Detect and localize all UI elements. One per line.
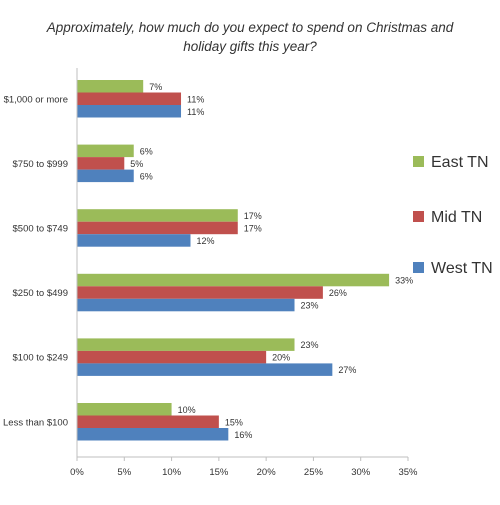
bar-value-label: 6% <box>140 146 153 156</box>
bar <box>77 273 390 287</box>
labels-layer: 7% 11% 11% 6% 5% 6% 17% 17% 12% 33% 26% 23% 23% 20% 27… <box>130 82 413 440</box>
bar <box>77 169 134 183</box>
bar-value-label: 20% <box>272 353 290 363</box>
x-tick-label: 20% <box>257 467 277 478</box>
bar <box>77 403 172 416</box>
legend-swatch <box>413 262 424 273</box>
x-tick-label: 0% <box>70 467 84 478</box>
x-tick-label: 5% <box>117 467 131 478</box>
x-tick-label: 25% <box>304 467 324 478</box>
legend-swatch <box>413 156 424 167</box>
bar-value-label: 11% <box>187 94 204 104</box>
x-tick-label: 10% <box>162 467 182 478</box>
bar <box>77 92 182 105</box>
bar-value-label: 23% <box>301 301 319 311</box>
bar <box>77 144 134 158</box>
bar <box>77 286 323 299</box>
bar <box>77 298 295 312</box>
category-label: $500 to $749 <box>13 223 68 234</box>
category-label: $750 to $999 <box>13 159 68 170</box>
bar-value-label: 15% <box>225 417 243 427</box>
legend-label: Mid TN <box>431 209 482 226</box>
bar-value-label: 12% <box>196 236 214 246</box>
bar <box>77 157 125 170</box>
category-label: $100 to $249 <box>13 353 68 364</box>
bar-value-label: 7% <box>149 82 162 92</box>
bar-value-label: 27% <box>338 365 356 375</box>
bar-value-label: 17% <box>244 211 262 221</box>
bar-value-label: 33% <box>395 276 413 286</box>
category-label: Less than $100 <box>3 417 68 428</box>
bar-value-label: 5% <box>130 159 143 169</box>
bar <box>77 338 295 351</box>
x-tick-label: 35% <box>398 467 418 478</box>
bar <box>77 80 144 93</box>
bar <box>77 209 238 222</box>
chart-title: Approximately, how much do you expect to… <box>20 18 480 56</box>
bar-value-label: 16% <box>234 430 252 440</box>
bar-value-label: 26% <box>329 288 347 298</box>
legend-label: West TN <box>431 260 493 277</box>
axis-layer: 0% 5% 10% 15% 20% 25% 30% 35% $1,000 or more $750… <box>3 68 418 478</box>
legend: East TN Mid TN West TN <box>413 154 493 277</box>
bar <box>77 428 229 441</box>
x-tick-label: 30% <box>351 467 371 478</box>
legend-label: East TN <box>431 154 489 171</box>
chart-title-line-1: Approximately, how much do you expect to… <box>46 20 454 35</box>
bar <box>77 363 333 376</box>
bar-value-label: 17% <box>244 223 262 233</box>
bar-value-label: 11% <box>187 107 204 117</box>
legend-swatch <box>413 211 424 222</box>
category-label: $1,000 or more <box>4 94 68 105</box>
bar <box>77 350 267 364</box>
bars-layer <box>77 80 390 441</box>
bar-value-label: 6% <box>140 171 153 181</box>
chart-title-line-2: holiday gifts this year? <box>183 39 317 54</box>
bar <box>77 234 191 247</box>
bar <box>77 105 182 118</box>
category-label: $250 to $499 <box>13 288 68 299</box>
bar-value-label: 23% <box>301 340 319 350</box>
bar <box>77 415 219 428</box>
bar <box>77 221 238 235</box>
x-tick-label: 15% <box>209 467 229 478</box>
bar-value-label: 10% <box>178 405 196 415</box>
